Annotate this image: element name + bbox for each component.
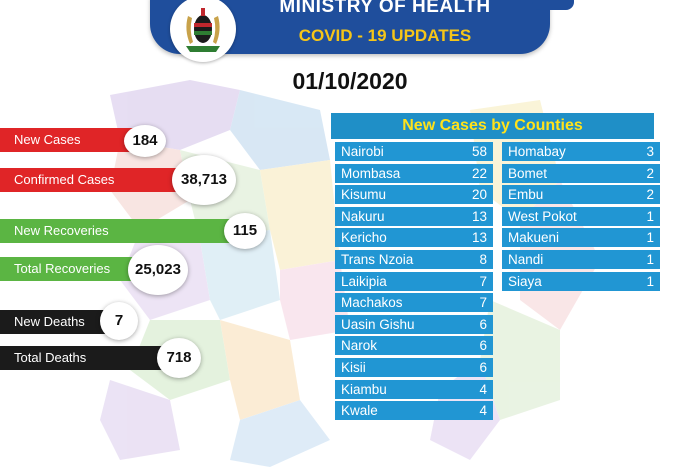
county-name: Kisii	[341, 360, 366, 375]
county-row-left: Nairobi 58	[335, 142, 493, 161]
county-new-cases: 3	[646, 144, 654, 159]
county-row-right: Siaya 1	[502, 271, 660, 291]
new-recoveries-value: 115	[224, 213, 266, 249]
total-deaths-label: Total Deaths	[14, 350, 87, 365]
map-region	[200, 230, 280, 320]
total-recoveries-bar: Total Recoveries	[0, 257, 140, 281]
county-row-right: Bomet 2	[502, 163, 660, 183]
map-region	[230, 400, 330, 467]
county-row-right: Nandi 1	[502, 250, 660, 269]
county-name: West Pokot	[508, 208, 577, 224]
county-new-cases: 6	[479, 360, 487, 375]
total-deaths-value: 718	[157, 338, 201, 378]
map-region	[100, 380, 180, 460]
new-deaths-value: 7	[100, 302, 138, 340]
report-date: 01/10/2020	[292, 68, 408, 94]
map-region	[480, 300, 560, 420]
county-name: Nairobi	[341, 144, 384, 159]
map-region	[220, 320, 300, 420]
new-recoveries-bar: New Recoveries	[0, 219, 237, 243]
county-name: Kwale	[341, 403, 378, 419]
county-new-cases: 20	[471, 187, 487, 203]
county-name: Mombasa	[341, 165, 401, 181]
county-row-left: Kiambu 4	[335, 379, 493, 399]
county-name: Siaya	[508, 273, 542, 289]
county-new-cases: 22	[471, 165, 487, 181]
county-name: Embu	[508, 187, 544, 203]
total-deaths-bar: Total Deaths	[0, 346, 170, 370]
county-name: Nandi	[508, 252, 544, 267]
county-new-cases: 58	[471, 144, 487, 159]
total-recoveries-label: Total Recoveries	[14, 261, 111, 276]
ministry-title: MINISTRY OF HEALTH	[279, 0, 491, 17]
county-new-cases: 4	[479, 403, 487, 419]
county-name: Bomet	[508, 165, 548, 181]
county-name: Narok	[341, 338, 378, 354]
new-recoveries-label: New Recoveries	[14, 223, 109, 238]
county-row-left: Kwale 4	[335, 401, 493, 421]
county-new-cases: 6	[479, 316, 487, 332]
county-row-left: Nakuru 13	[335, 206, 493, 226]
confirmed-cases-bar: Confirmed Cases	[0, 168, 190, 192]
county-new-cases: 6	[479, 338, 487, 354]
county-row-left: Kericho 13	[335, 228, 493, 248]
county-name: Kericho	[341, 230, 387, 246]
map-region	[260, 160, 340, 270]
county-name: Homabay	[508, 144, 566, 159]
new-deaths-bar: New Deaths	[0, 310, 110, 334]
county-new-cases: 7	[479, 295, 487, 311]
county-row-left: Machakos 7	[335, 293, 493, 313]
county-row-right: Embu 2	[502, 185, 660, 205]
confirmed-cases-value: 38,713	[172, 155, 236, 205]
county-name: Laikipia	[341, 273, 387, 289]
county-row-right: Makueni 1	[502, 228, 660, 248]
county-row-right: West Pokot 1	[502, 206, 660, 226]
total-recoveries-value: 25,023	[128, 245, 188, 295]
county-new-cases: 13	[471, 230, 487, 246]
county-row-left: Laikipia 7	[335, 271, 493, 291]
covid-updates-subtitle: COVID - 19 UPDATES	[298, 26, 472, 45]
county-new-cases: 1	[646, 208, 654, 224]
map-region	[230, 90, 330, 170]
header-banner-tab	[532, 0, 574, 10]
county-new-cases: 1	[646, 273, 654, 289]
county-new-cases: 13	[471, 208, 487, 224]
county-name: Trans Nzoia	[341, 252, 414, 267]
kenya-coat-of-arms-icon	[170, 0, 236, 62]
county-name: Machakos	[341, 295, 403, 311]
county-new-cases: 2	[646, 165, 654, 181]
county-new-cases: 1	[646, 252, 654, 267]
county-row-left: Trans Nzoia 8	[335, 250, 493, 269]
county-name: Makueni	[508, 230, 560, 246]
county-row-left: Kisii 6	[335, 358, 493, 377]
counties-table-title: New Cases by Counties	[331, 113, 654, 139]
new-deaths-label: New Deaths	[14, 314, 85, 329]
map-region	[280, 260, 350, 340]
new-cases-bar: New Cases	[0, 128, 135, 152]
new-cases-value: 184	[124, 125, 166, 157]
county-name: Kisumu	[341, 187, 387, 203]
county-row-left: Kisumu 20	[335, 185, 493, 205]
county-name: Kiambu	[341, 381, 387, 397]
county-name: Nakuru	[341, 208, 385, 224]
new-cases-label: New Cases	[14, 132, 81, 147]
county-row-left: Uasin Gishu 6	[335, 314, 493, 334]
county-new-cases: 2	[646, 187, 654, 203]
county-row-left: Narok 6	[335, 336, 493, 356]
county-new-cases: 7	[479, 273, 487, 289]
county-row-left: Mombasa 22	[335, 163, 493, 183]
county-name: Uasin Gishu	[341, 316, 415, 332]
county-row-right: Homabay 3	[502, 142, 660, 161]
confirmed-cases-label: Confirmed Cases	[14, 172, 115, 187]
county-new-cases: 4	[479, 381, 487, 397]
county-new-cases: 8	[479, 252, 487, 267]
county-new-cases: 1	[646, 230, 654, 246]
